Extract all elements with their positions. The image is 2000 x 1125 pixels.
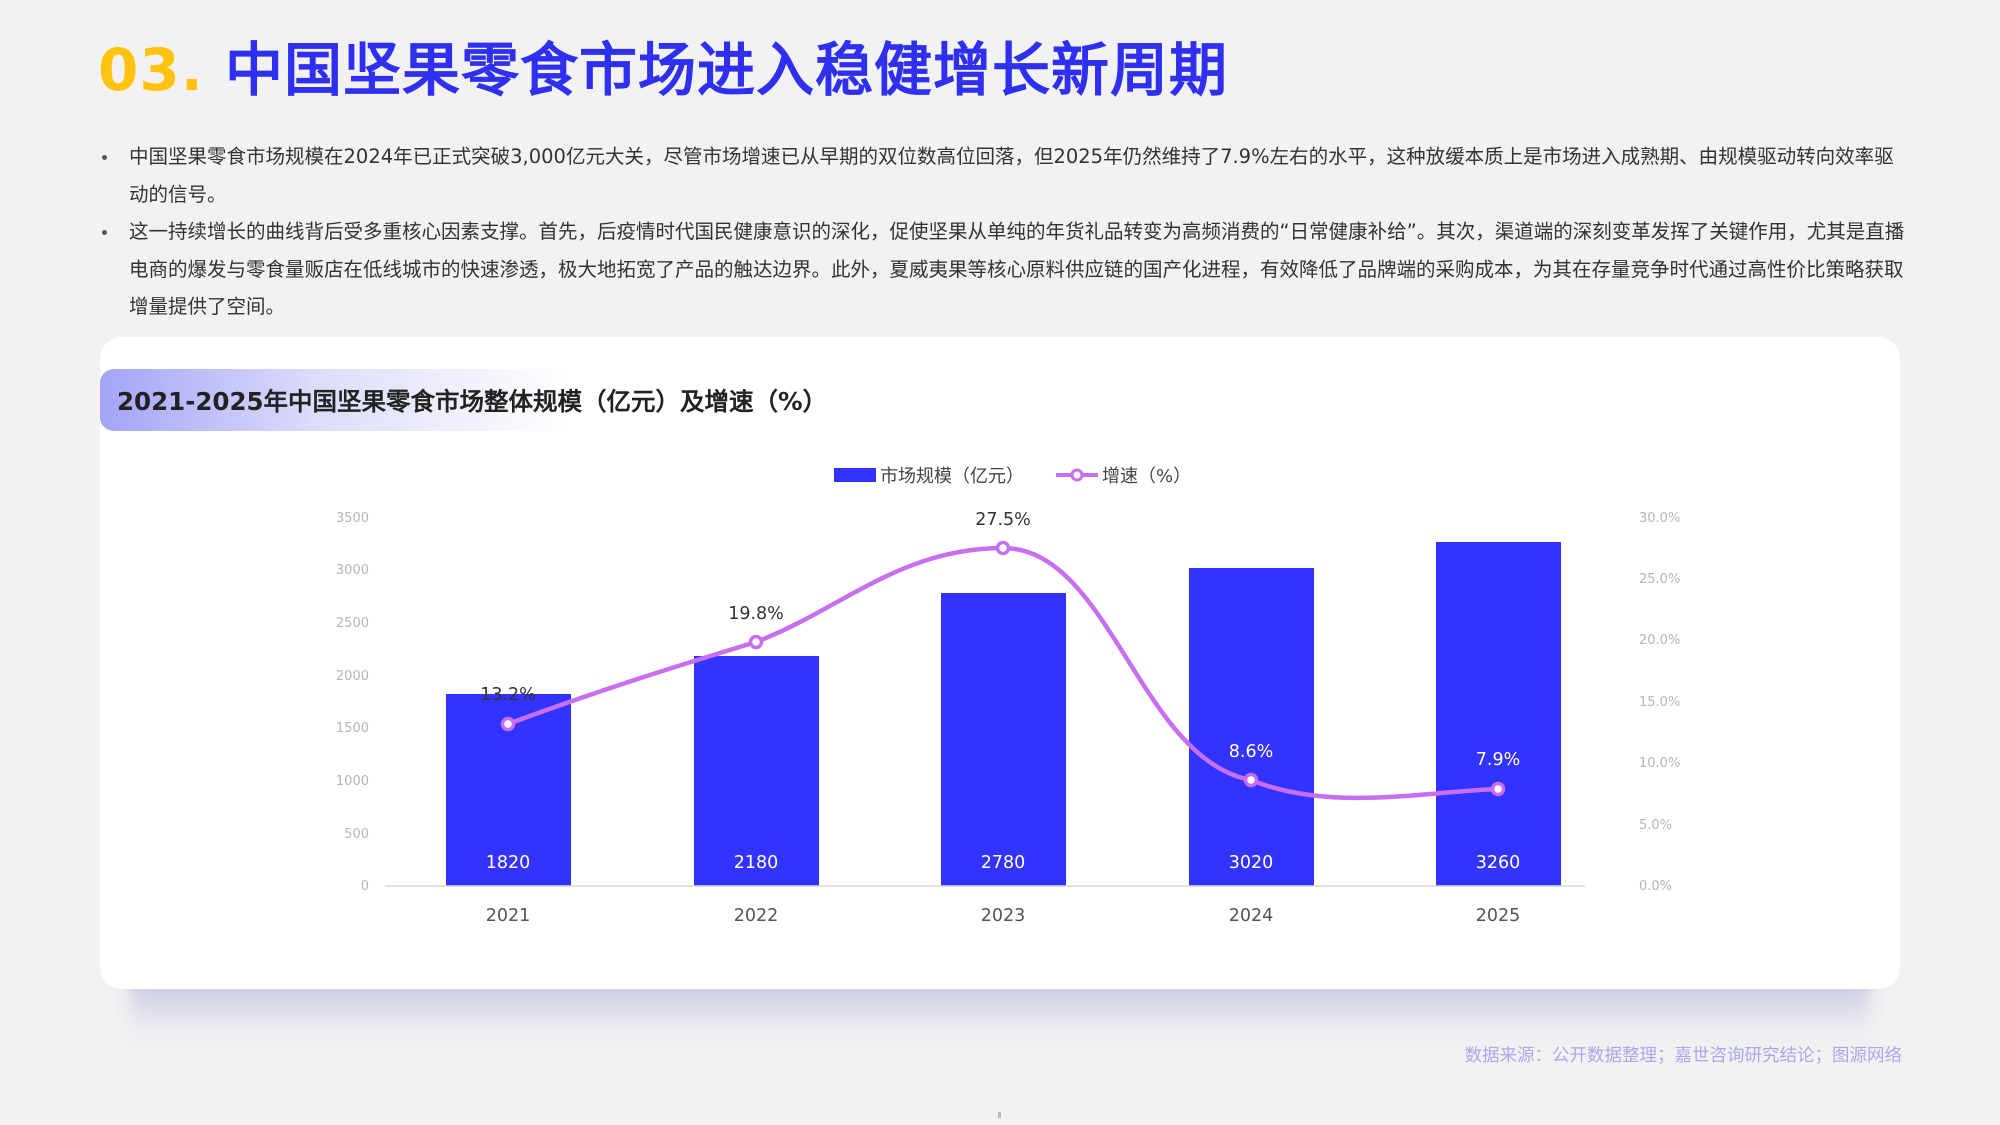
svg-text:3500: 3500	[336, 511, 369, 526]
svg-text:25.0%: 25.0%	[1639, 572, 1680, 587]
svg-text:8.6%: 8.6%	[1229, 742, 1273, 762]
svg-text:2021: 2021	[486, 906, 531, 926]
chart-title: 2021-2025年中国坚果零食市场整体规模（亿元）及增速（%）	[117, 387, 828, 416]
svg-text:10.0%: 10.0%	[1639, 756, 1680, 771]
right-axis: 0.0% 5.0% 10.0% 15.0% 20.0% 25.0% 30.0%	[1639, 511, 1680, 894]
svg-text:1000: 1000	[336, 774, 369, 789]
svg-text:2022: 2022	[734, 906, 779, 926]
bar-swatch-icon	[834, 468, 876, 482]
svg-text:0.0%: 0.0%	[1639, 879, 1672, 894]
svg-text:5.0%: 5.0%	[1639, 818, 1672, 833]
point-2022[interactable]	[748, 634, 764, 650]
svg-text:30.0%: 30.0%	[1639, 511, 1680, 526]
legend-item-growth[interactable]: 增速（%）	[1056, 462, 1191, 488]
point-2021[interactable]	[500, 716, 516, 732]
svg-text:2000: 2000	[336, 669, 369, 684]
svg-text:7.9%: 7.9%	[1476, 750, 1520, 770]
chart-title-banner: 2021-2025年中国坚果零食市场整体规模（亿元）及增速（%）	[100, 369, 827, 431]
svg-text:2024: 2024	[1229, 906, 1274, 926]
bar-2022[interactable]	[694, 656, 819, 886]
svg-text:19.8%: 19.8%	[728, 604, 784, 624]
point-2025[interactable]	[1490, 781, 1506, 797]
svg-text:20.0%: 20.0%	[1639, 633, 1680, 648]
bar-2024[interactable]	[1189, 568, 1314, 886]
svg-text:27.5%: 27.5%	[975, 510, 1031, 530]
summary-bullets: 中国坚果零食市场规模在2024年已正式突破3,000亿元大关，尽管市场增速已从早…	[98, 138, 1908, 326]
bar-2025[interactable]	[1436, 542, 1561, 886]
legend-label: 增速（%）	[1102, 466, 1192, 487]
legend-item-market-size[interactable]: 市场规模（亿元）	[834, 462, 1024, 488]
line-swatch-icon	[1056, 468, 1098, 482]
page-title: 03. 中国坚果零食市场进入稳健增长新周期	[98, 30, 1228, 110]
growth-points	[500, 540, 1506, 797]
data-source-note: 数据来源：公开数据整理；嘉世咨询研究结论；图源网络	[1464, 1046, 1903, 1066]
svg-text:3000: 3000	[336, 563, 369, 578]
svg-text:3020: 3020	[1229, 853, 1274, 873]
svg-text:2025: 2025	[1476, 906, 1521, 926]
svg-text:2780: 2780	[981, 853, 1026, 873]
chart-legend: 市场规模（亿元） 增速（%）	[834, 462, 1191, 488]
svg-text:0: 0	[361, 879, 369, 894]
svg-text:15.0%: 15.0%	[1639, 695, 1680, 710]
section-title: 中国坚果零食市场进入稳健增长新周期	[224, 36, 1228, 104]
legend-label: 市场规模（亿元）	[880, 466, 1024, 487]
svg-text:3260: 3260	[1476, 853, 1521, 873]
page-indicator	[998, 1112, 1001, 1118]
bullet-item: 这一持续增长的曲线背后受多重核心因素支撑。首先，后疫情时代国民健康意识的深化，促…	[98, 213, 1908, 326]
growth-line	[505, 545, 1501, 801]
svg-text:2023: 2023	[981, 906, 1026, 926]
bar-2023[interactable]	[941, 593, 1066, 886]
point-2024[interactable]	[1243, 772, 1259, 788]
svg-text:13.2%: 13.2%	[480, 685, 536, 705]
svg-text:1820: 1820	[486, 853, 531, 873]
left-axis: 0 500 1000 1500 2000 2500 3000 3500	[336, 511, 369, 894]
bar-value-labels: 1820 2180 2780 3020 3260	[486, 853, 1521, 873]
svg-text:1500: 1500	[336, 721, 369, 736]
point-2023[interactable]	[995, 540, 1011, 556]
bar-series	[446, 542, 1561, 886]
svg-text:2180: 2180	[734, 853, 779, 873]
growth-labels: 13.2% 19.8% 27.5% 8.6% 7.9%	[480, 510, 1520, 770]
bullet-item: 中国坚果零食市场规模在2024年已正式突破3,000亿元大关，尽管市场增速已从早…	[98, 138, 1908, 213]
x-axis-labels: 2021 2022 2023 2024 2025	[486, 906, 1521, 926]
svg-text:2500: 2500	[336, 616, 369, 631]
section-number: 03.	[98, 36, 204, 104]
svg-text:500: 500	[344, 827, 369, 842]
